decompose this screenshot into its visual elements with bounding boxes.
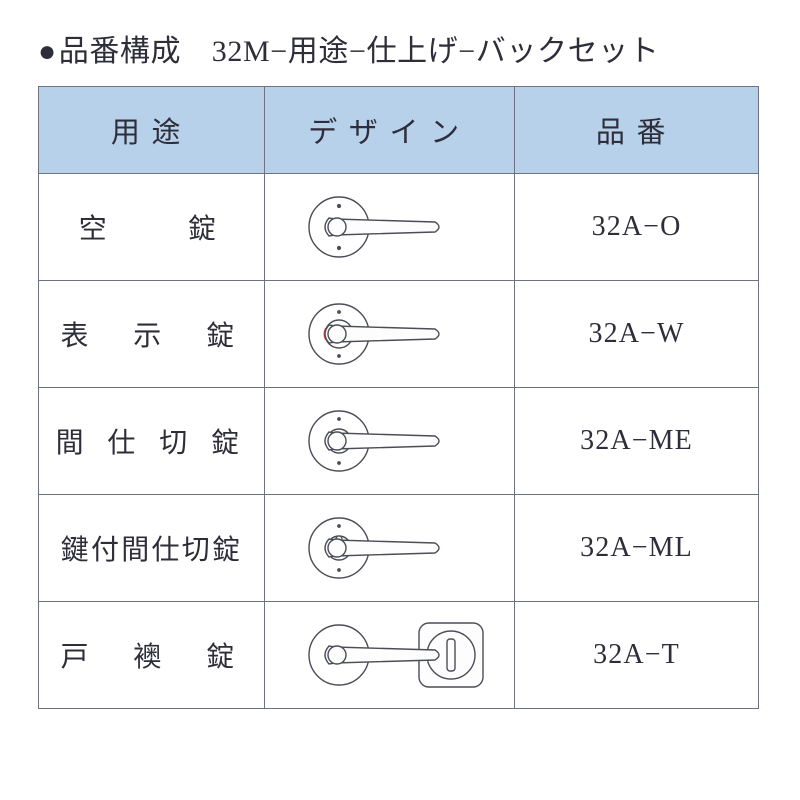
table-row: 間 仕 切 錠 32A−ME — [39, 388, 759, 495]
table-row: 戸 襖 錠 32A−T — [39, 602, 759, 709]
door-handle-icon — [285, 505, 495, 591]
door-handle-icon — [285, 291, 495, 377]
parts-table: 用途 デザイン 品番 空 錠 32A−O 表 示 錠 32A−W 間 仕 切 錠 32A−… — [38, 86, 759, 709]
table-row: 空 錠 32A−O — [39, 174, 759, 281]
cell-code: 32A−W — [515, 281, 759, 388]
title: ●品番構成 32M−用途−仕上げ−バックセット — [38, 26, 762, 70]
table-header-row: 用途 デザイン 品番 — [39, 87, 759, 174]
table-row: 鍵付間仕切錠 32A−ML — [39, 495, 759, 602]
cell-design — [265, 388, 515, 495]
cell-design — [265, 495, 515, 602]
cell-design — [265, 174, 515, 281]
door-handle-icon — [285, 184, 495, 270]
table-body: 空 錠 32A−O 表 示 錠 32A−W 間 仕 切 錠 32A−ME 鍵付間仕切錠 32A… — [39, 174, 759, 709]
cell-design — [265, 281, 515, 388]
cell-code: 32A−O — [515, 174, 759, 281]
cell-use: 戸 襖 錠 — [39, 602, 265, 709]
door-handle-icon — [285, 612, 495, 698]
bullet-icon: ● — [38, 35, 57, 68]
cell-use: 間 仕 切 錠 — [39, 388, 265, 495]
header-code: 品番 — [515, 87, 759, 174]
cell-use: 空 錠 — [39, 174, 265, 281]
header-design: デザイン — [265, 87, 515, 174]
door-handle-icon — [285, 398, 495, 484]
cell-use: 鍵付間仕切錠 — [39, 495, 265, 602]
title-formula: 32M−用途−仕上げ−バックセット — [212, 35, 660, 68]
header-use: 用途 — [39, 87, 265, 174]
cell-code: 32A−ML — [515, 495, 759, 602]
cell-use: 表 示 錠 — [39, 281, 265, 388]
cell-code: 32A−ME — [515, 388, 759, 495]
cell-design — [265, 602, 515, 709]
cell-code: 32A−T — [515, 602, 759, 709]
title-label: 品番構成 — [59, 35, 181, 68]
table-row: 表 示 錠 32A−W — [39, 281, 759, 388]
